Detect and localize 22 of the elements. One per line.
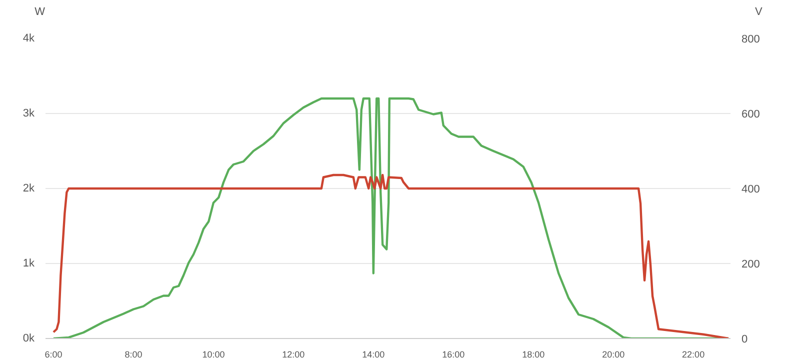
y2-tick-label: 0 [742,334,748,346]
x-tick-label: 20:00 [602,350,625,360]
x-tick-label: 8:00 [124,350,142,360]
y2-tick-label: 800 [742,34,760,46]
y2-tick-label: 400 [742,184,760,196]
y-tick-label: 3k [22,108,35,120]
y-tick-label: 4k [22,32,35,44]
x-tick-label: 12:00 [282,350,305,360]
x-tick-label: 14:00 [362,350,385,360]
y-tick-label: 1k [22,258,35,270]
y-axis-title: W [34,5,45,20]
y-tick-label: 2k [22,182,35,194]
line-series [52,174,730,338]
x-tick-label: 6:00 [44,350,62,360]
y-tick-label: 0k [22,332,35,344]
y2-tick-label: 200 [742,258,760,270]
x-tick-label: 10:00 [202,350,225,360]
x-tick-label: 18:00 [522,350,545,360]
x-tick-label: 22:00 [682,350,705,360]
y2-axis-title: V [755,5,762,20]
x-tick-label: 16:00 [442,350,465,360]
y2-tick-label: 600 [742,108,760,120]
